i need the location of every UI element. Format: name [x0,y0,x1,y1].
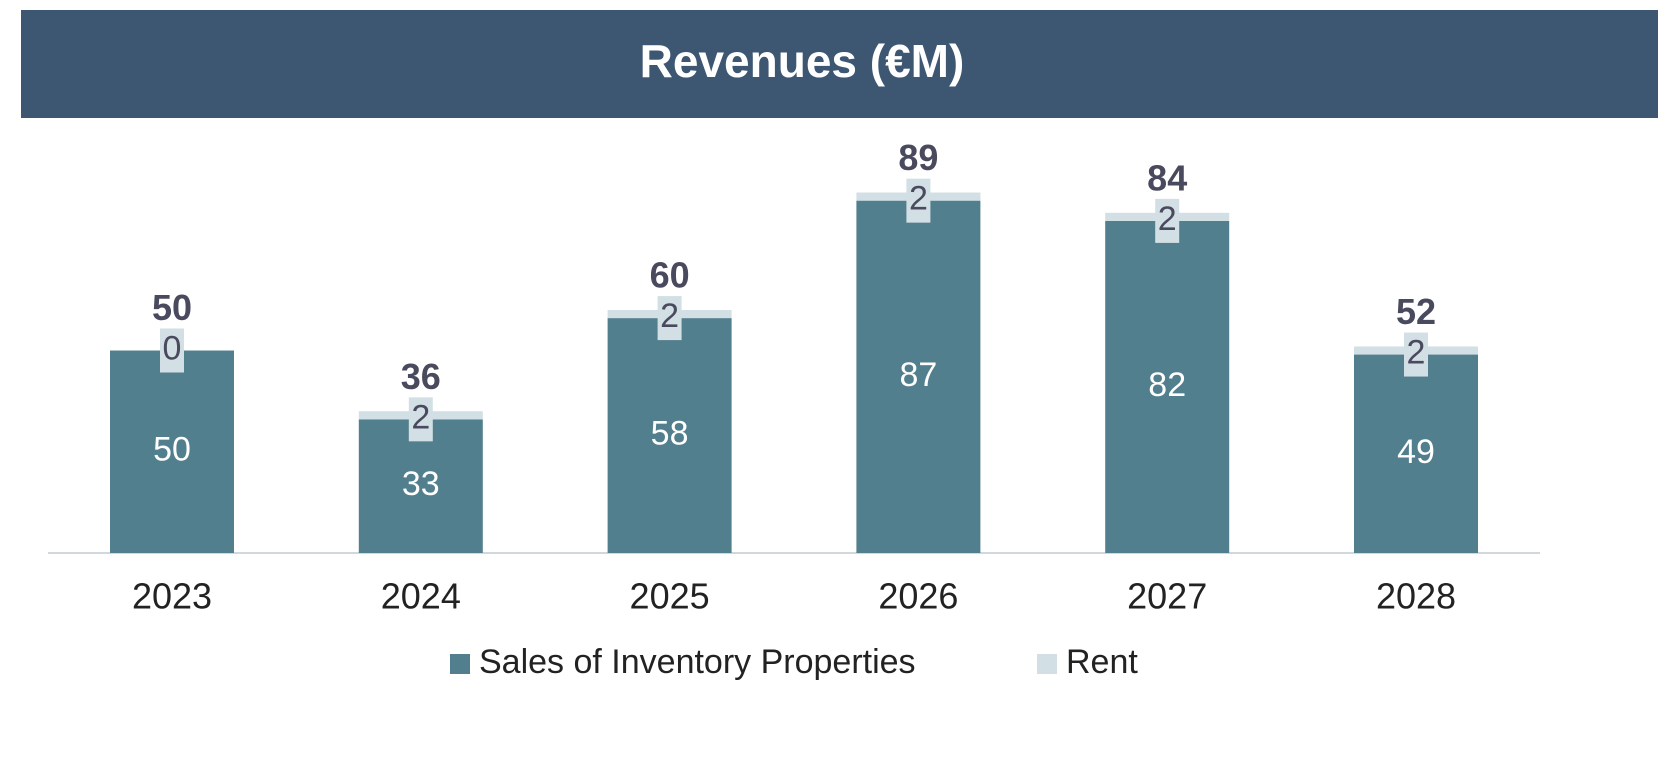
total-label: 36 [401,356,441,397]
data-label: 2 [1407,334,1426,372]
title-band [21,10,1658,118]
x-tick-label: 2025 [630,576,710,617]
data-label: 49 [1397,433,1435,471]
data-label-box [906,178,931,223]
data-label: 82 [1148,366,1186,404]
x-tick-label: 2026 [878,576,958,617]
legend-label: Rent [1066,643,1138,681]
data-label-box [657,296,682,341]
data-label: 0 [163,329,182,367]
total-label: 84 [1147,157,1187,198]
total-label: 50 [152,287,192,328]
data-label: 33 [402,465,440,503]
total-label: 89 [898,137,938,178]
bar-segment [607,318,732,553]
data-label: 2 [1158,200,1177,238]
legend-swatch [450,654,470,674]
data-label-box [160,328,184,373]
x-tick-label: 2023 [132,576,212,617]
data-label: 2 [411,398,430,436]
legend-label: Sales of Inventory Properties [479,643,916,681]
total-label: 52 [1396,291,1436,332]
x-tick-label: 2027 [1127,576,1207,617]
bar-segment [856,200,981,553]
data-label: 2 [660,297,679,335]
data-label: 2 [909,180,928,218]
total-label: 60 [650,255,690,296]
x-tick-label: 2024 [381,576,461,617]
data-label: 87 [899,356,937,394]
data-label: 50 [153,431,191,469]
chart-title: Revenues (€M) [640,35,965,87]
legend-swatch [1037,654,1057,674]
x-tick-label: 2028 [1376,576,1456,617]
bar-segment [358,419,483,553]
bar-segment [110,350,234,553]
bar-segment [1105,220,1230,553]
data-label: 58 [651,415,689,453]
bar-segment [1354,354,1478,553]
data-label-box [1155,198,1180,243]
data-label-box [1404,332,1428,377]
data-label-box [408,397,433,442]
